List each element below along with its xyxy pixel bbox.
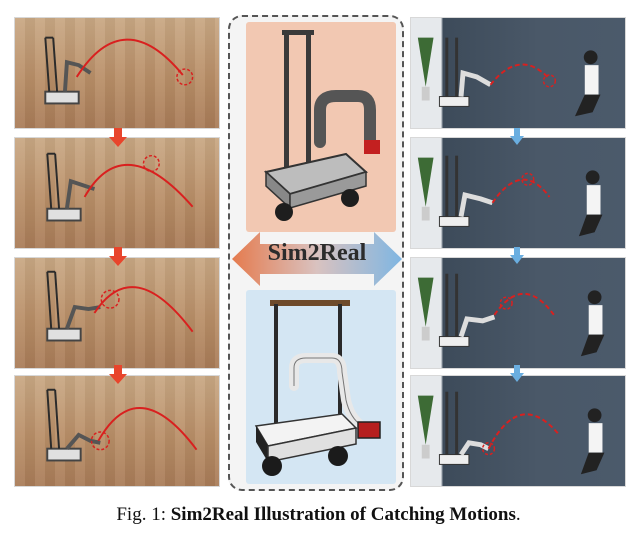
down-arrow-icon: [510, 247, 524, 264]
real-frame-3: [410, 257, 626, 369]
sim-frame-4: [14, 375, 220, 487]
real-frame-1: [410, 17, 626, 129]
down-arrow-icon: [510, 365, 524, 382]
sim2real-label: Sim2Real: [267, 240, 367, 266]
sim-frame-2: [14, 137, 220, 249]
caption-suffix: .: [515, 504, 521, 525]
caption-prefix: Fig. 1:: [116, 504, 166, 525]
ball-trajectory: [75, 38, 184, 78]
real-frame-2: [410, 137, 626, 249]
figure: Sim2Real: [14, 15, 626, 491]
sim-frame-3: [14, 257, 220, 369]
caption-title: Sim2Real Illustration of Catching Motion…: [170, 504, 516, 525]
figure-caption: Fig. 1: Sim2Real Illustration of Catchin…: [0, 504, 637, 526]
down-arrow-icon: [109, 365, 127, 384]
sim-robot-render: [246, 22, 396, 232]
down-arrow-icon: [109, 128, 127, 147]
ball-marker: [176, 68, 194, 86]
sim-robot: [44, 36, 92, 105]
down-arrow-icon: [510, 128, 524, 145]
real-frame-4: [410, 375, 626, 487]
real-robot-photo: [246, 290, 396, 484]
sim-frame-1: [14, 17, 220, 129]
down-arrow-icon: [109, 247, 127, 266]
sim2real-double-arrow: [232, 232, 402, 286]
